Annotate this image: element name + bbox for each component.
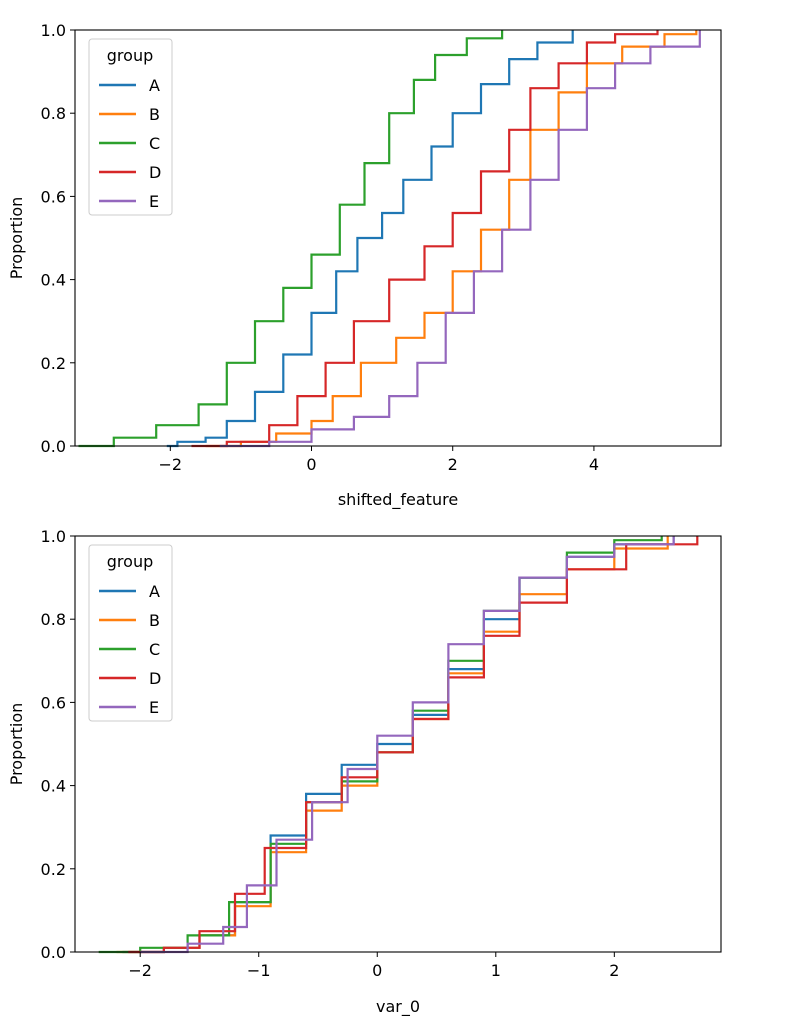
y-tick-label: 1.0 — [41, 527, 66, 546]
x-tick-label: 0 — [306, 455, 316, 474]
y-tick-label: 0.0 — [41, 943, 66, 962]
x-axis-label: shifted_feature — [338, 490, 458, 510]
legend-label-A: A — [149, 76, 160, 95]
y-tick-label: 0.8 — [41, 104, 66, 123]
series-line-D — [191, 30, 659, 448]
series-line-E — [219, 30, 701, 448]
legend-label-E: E — [149, 192, 159, 211]
axes-frame — [74, 29, 722, 447]
x-tick-label: 2 — [609, 961, 619, 980]
legend-label-D: D — [149, 669, 161, 688]
y-axis-label: Proportion — [7, 703, 26, 786]
x-axis-label: var_0 — [376, 997, 420, 1016]
series-line-A — [122, 536, 675, 954]
series-line-A — [166, 30, 574, 448]
x-tick-label: 2 — [448, 455, 458, 474]
legend-label-A: A — [149, 582, 160, 601]
series-line-C — [78, 30, 504, 448]
y-tick-label: 1.0 — [41, 21, 66, 40]
legend-label-D: D — [149, 163, 161, 182]
chart-top: −2 0 2 4 0.0 0.2 0.4 0.6 0.8 1.0 shifted_feature Pr… — [7, 21, 722, 510]
legend-title: group — [107, 552, 153, 571]
x-tick-label: −2 — [128, 961, 152, 980]
series-line-E — [140, 536, 675, 954]
legend-label-E: E — [149, 698, 159, 717]
legend-title: group — [107, 46, 153, 65]
chart-bottom: −2 −1 0 1 2 0.0 0.2 0.4 0.6 0.8 1.0 var_0 Proportion… — [7, 527, 722, 1016]
legend-label-C: C — [149, 640, 160, 659]
series-line-D — [128, 536, 699, 954]
y-tick-label: 0.8 — [41, 610, 66, 629]
y-tick-label: 0.6 — [41, 187, 66, 206]
y-tick-label: 0.6 — [41, 693, 66, 712]
legend-label-B: B — [149, 611, 160, 630]
x-tick-label: 0 — [372, 961, 382, 980]
y-tick-label: 0.2 — [41, 860, 66, 879]
legend-box — [88, 544, 173, 722]
legend-box — [88, 38, 173, 216]
series-line-B — [205, 30, 698, 448]
y-axis-label: Proportion — [7, 197, 26, 280]
y-tick-label: 0.4 — [41, 777, 66, 796]
x-tick-label: 1 — [491, 961, 501, 980]
y-tick-label: 0.0 — [41, 437, 66, 456]
y-tick-label: 0.4 — [41, 271, 66, 290]
x-tick-label: −1 — [247, 961, 271, 980]
x-tick-label: 4 — [589, 455, 599, 474]
axes-frame — [74, 535, 722, 953]
y-tick-label: 0.2 — [41, 354, 66, 373]
x-tick-label: −2 — [159, 455, 183, 474]
legend-label-B: B — [149, 105, 160, 124]
legend-label-C: C — [149, 134, 160, 153]
